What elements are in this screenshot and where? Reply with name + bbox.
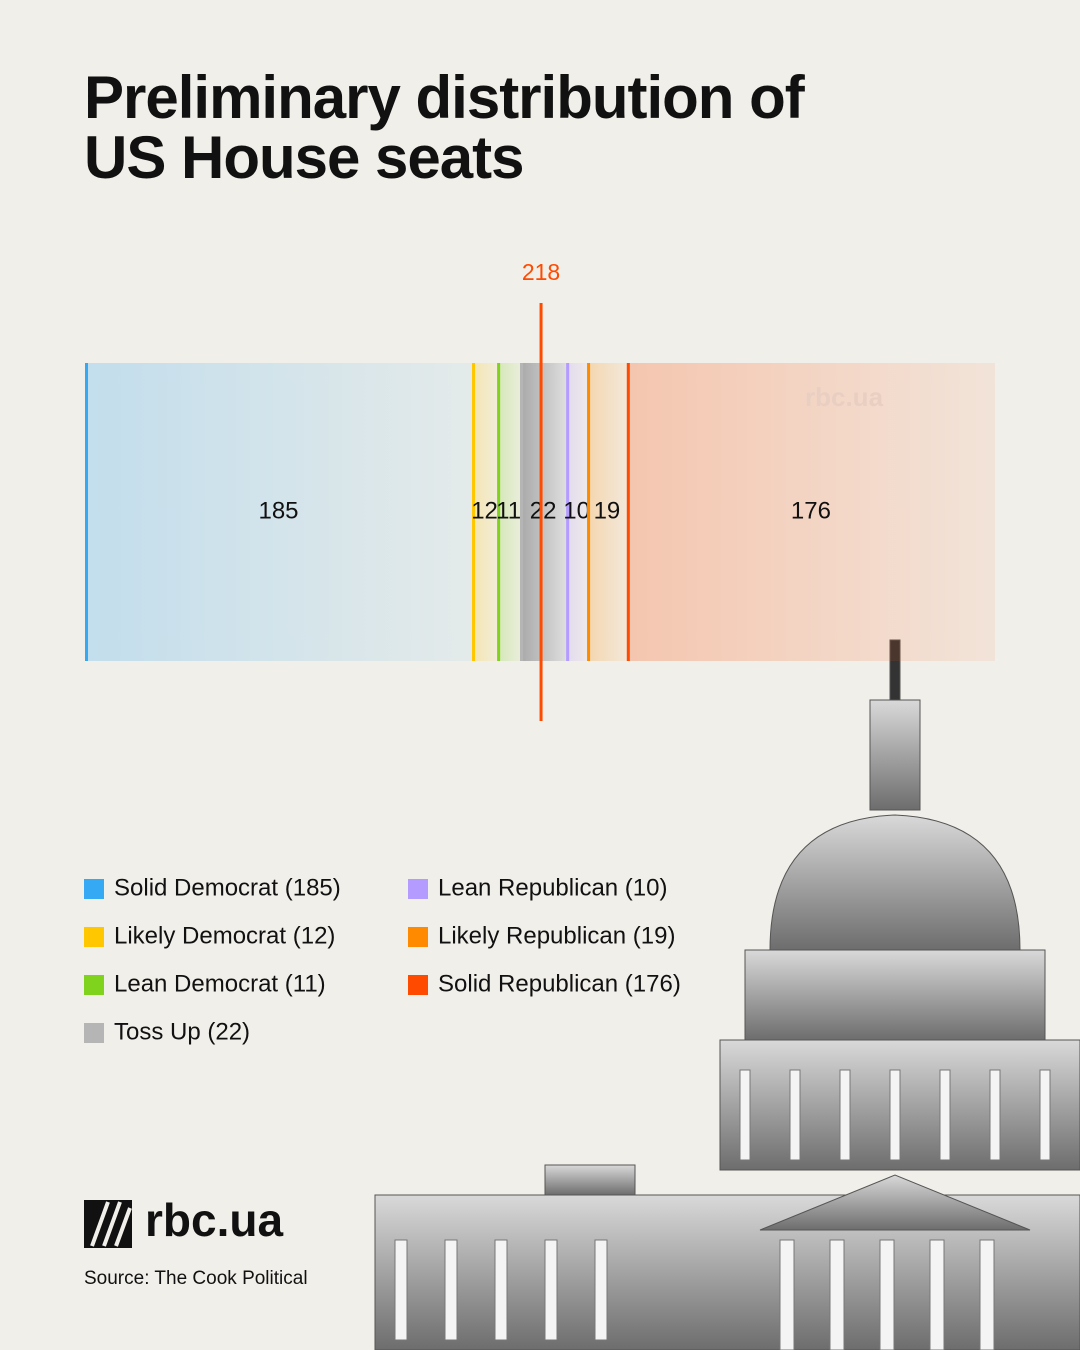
value-label: 12 bbox=[471, 497, 498, 524]
legend-swatch bbox=[84, 1023, 104, 1043]
bar-segment bbox=[472, 363, 498, 661]
bar-segment bbox=[85, 363, 473, 661]
segment-edge bbox=[85, 363, 88, 661]
chart-title: Preliminary distribution of US House sea… bbox=[84, 64, 805, 191]
legend-label: Toss Up (22) bbox=[114, 1018, 250, 1045]
legend-label: Lean Democrat (11) bbox=[114, 970, 326, 997]
segment-edge bbox=[566, 363, 570, 661]
watermark: rbc.ua bbox=[805, 382, 884, 412]
legend-swatch bbox=[84, 975, 104, 995]
legend-label: Lean Republican (10) bbox=[438, 874, 668, 901]
value-label: 10 bbox=[563, 497, 590, 524]
bar-segment bbox=[587, 363, 627, 661]
legend-swatch bbox=[408, 927, 428, 947]
logo: rbc.ua bbox=[84, 1194, 283, 1248]
value-label: 185 bbox=[258, 497, 298, 524]
bar-segment bbox=[626, 363, 995, 661]
segment-edge bbox=[520, 363, 524, 661]
bar-segment bbox=[497, 363, 521, 661]
legend-label: Solid Democrat (185) bbox=[114, 874, 341, 901]
value-label: 22 bbox=[530, 497, 557, 524]
value-label: 19 bbox=[594, 497, 621, 524]
legend-swatch bbox=[408, 975, 428, 995]
segment-edge bbox=[587, 363, 591, 661]
segment-edge bbox=[472, 363, 476, 661]
segment-edge bbox=[626, 363, 630, 661]
legend-label: Likely Republican (19) bbox=[438, 922, 675, 949]
logo-text: rbc.ua bbox=[145, 1194, 283, 1246]
legend-label: Likely Democrat (12) bbox=[114, 922, 335, 949]
value-label: 11 bbox=[496, 497, 521, 524]
bar-segment bbox=[566, 363, 588, 661]
legend-swatch bbox=[408, 879, 428, 899]
legend-label: Solid Republican (176) bbox=[438, 970, 681, 997]
threshold-label: 218 bbox=[522, 259, 560, 285]
value-label: 176 bbox=[791, 497, 831, 524]
legend-swatch bbox=[84, 927, 104, 947]
legend-swatch bbox=[84, 879, 104, 899]
bar-segment bbox=[520, 363, 567, 661]
segment-edge bbox=[497, 363, 501, 661]
capitol-illustration bbox=[374, 639, 1080, 1350]
source: Source: The Cook Political bbox=[84, 1268, 308, 1289]
